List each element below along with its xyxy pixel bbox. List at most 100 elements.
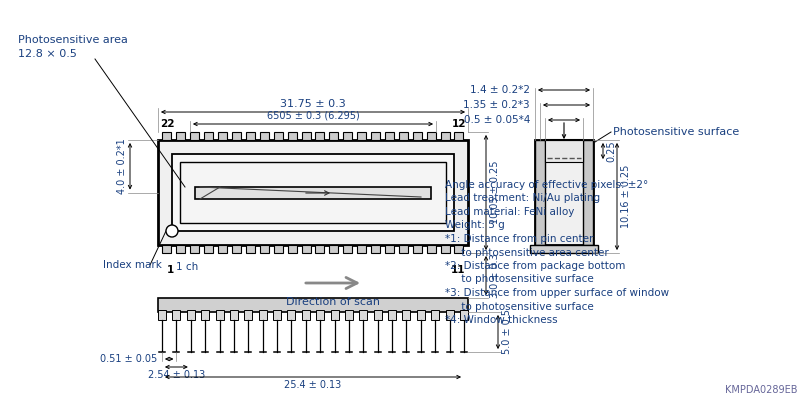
Text: Weight: 3 g: Weight: 3 g (444, 220, 504, 230)
Bar (371, 132, 380, 140)
Text: *2: Distance from package bottom: *2: Distance from package bottom (444, 261, 625, 271)
Bar (230, 310, 238, 320)
Bar (201, 310, 209, 320)
Bar (416, 310, 424, 320)
Text: 1 ch: 1 ch (176, 262, 198, 272)
Text: 0.5 ± 0.05*4: 0.5 ± 0.05*4 (463, 115, 529, 125)
Bar (357, 132, 365, 140)
Bar (459, 310, 467, 320)
Bar (162, 132, 171, 140)
Bar (534, 140, 593, 245)
Bar (246, 245, 255, 253)
Bar (529, 245, 597, 253)
Bar (357, 245, 365, 253)
Bar (301, 132, 310, 140)
Text: 1.35 ± 0.2*3: 1.35 ± 0.2*3 (463, 100, 529, 110)
Bar (218, 245, 226, 253)
Bar (388, 310, 396, 320)
Bar (232, 245, 241, 253)
Bar (373, 310, 381, 320)
Bar (412, 245, 422, 253)
Bar (445, 310, 453, 320)
Bar (186, 310, 194, 320)
Text: KMPDA0289EB: KMPDA0289EB (724, 385, 797, 395)
Text: 2.54 ± 0.13: 2.54 ± 0.13 (148, 370, 205, 380)
Bar (430, 310, 438, 320)
Circle shape (165, 225, 177, 237)
Bar (259, 245, 268, 253)
Text: to phtosensitive area center: to phtosensitive area center (444, 248, 608, 258)
Bar (287, 132, 296, 140)
Text: 3.0 ± 0.3: 3.0 ± 0.3 (489, 253, 499, 298)
Bar (232, 132, 241, 140)
Bar (359, 310, 367, 320)
Bar (454, 132, 463, 140)
Text: Photosensitive area: Photosensitive area (18, 35, 128, 45)
Bar (426, 245, 435, 253)
Bar (385, 245, 393, 253)
Bar (534, 140, 544, 245)
Text: 1.4 ± 0.2*2: 1.4 ± 0.2*2 (470, 85, 529, 95)
Text: Direction of scan: Direction of scan (286, 297, 380, 307)
Text: 10.05 ± 0.25: 10.05 ± 0.25 (489, 161, 499, 224)
Bar (287, 310, 295, 320)
Bar (246, 132, 255, 140)
Bar (273, 132, 283, 140)
Bar (385, 132, 393, 140)
Bar (244, 310, 252, 320)
Bar (440, 132, 449, 140)
Bar (190, 245, 199, 253)
Bar (301, 310, 309, 320)
Text: Angle accuracy of effective pixels: ±2°: Angle accuracy of effective pixels: ±2° (444, 180, 647, 190)
Bar (158, 298, 467, 312)
Text: 6505 ± 0.3 (6.295): 6505 ± 0.3 (6.295) (267, 111, 359, 121)
Bar (330, 310, 338, 320)
Text: 0.51 ± 0.05: 0.51 ± 0.05 (100, 354, 157, 364)
Text: 31.75 ± 0.3: 31.75 ± 0.3 (279, 99, 345, 109)
Bar (329, 132, 338, 140)
Bar (204, 245, 213, 253)
Bar (315, 132, 324, 140)
Text: 22: 22 (160, 119, 174, 129)
Text: Lead material: FeNi alloy: Lead material: FeNi alloy (444, 207, 573, 217)
Bar (343, 245, 352, 253)
Text: *4: Window thickness: *4: Window thickness (444, 315, 557, 325)
Bar (172, 154, 454, 231)
Bar (172, 310, 180, 320)
Bar (344, 310, 353, 320)
Bar (259, 310, 267, 320)
Bar (158, 140, 467, 245)
Bar (162, 245, 171, 253)
Text: 12: 12 (451, 119, 466, 129)
Bar (544, 140, 582, 162)
Text: 5.0 ± 0.5: 5.0 ± 0.5 (501, 310, 512, 354)
Bar (426, 132, 435, 140)
Bar (195, 187, 430, 199)
Text: Photosensitive surface: Photosensitive surface (612, 127, 738, 137)
Bar (454, 245, 463, 253)
Text: 0.25: 0.25 (605, 140, 615, 162)
Bar (287, 245, 296, 253)
Text: 1: 1 (166, 265, 173, 275)
Text: 11: 11 (450, 265, 465, 275)
Bar (329, 245, 338, 253)
Bar (180, 162, 446, 223)
Text: Lead treatment: Ni/Au plating: Lead treatment: Ni/Au plating (444, 194, 599, 204)
Bar (315, 245, 324, 253)
Bar (259, 132, 268, 140)
Text: *1: Distance from pin center: *1: Distance from pin center (444, 234, 593, 244)
Bar (371, 245, 380, 253)
Bar (204, 132, 213, 140)
Bar (412, 132, 422, 140)
Text: Index mark: Index mark (103, 260, 161, 270)
Bar (398, 132, 407, 140)
Text: 25.4 ± 0.13: 25.4 ± 0.13 (284, 380, 341, 390)
Bar (273, 245, 283, 253)
Bar (158, 310, 165, 320)
Text: 4.0 ± 0.2*1: 4.0 ± 0.2*1 (117, 138, 127, 194)
Bar (398, 245, 407, 253)
Bar (176, 245, 185, 253)
Bar (301, 245, 310, 253)
Text: 12.8 × 0.5: 12.8 × 0.5 (18, 49, 77, 59)
Text: *3: Distance from upper surface of window: *3: Distance from upper surface of windo… (444, 288, 668, 298)
